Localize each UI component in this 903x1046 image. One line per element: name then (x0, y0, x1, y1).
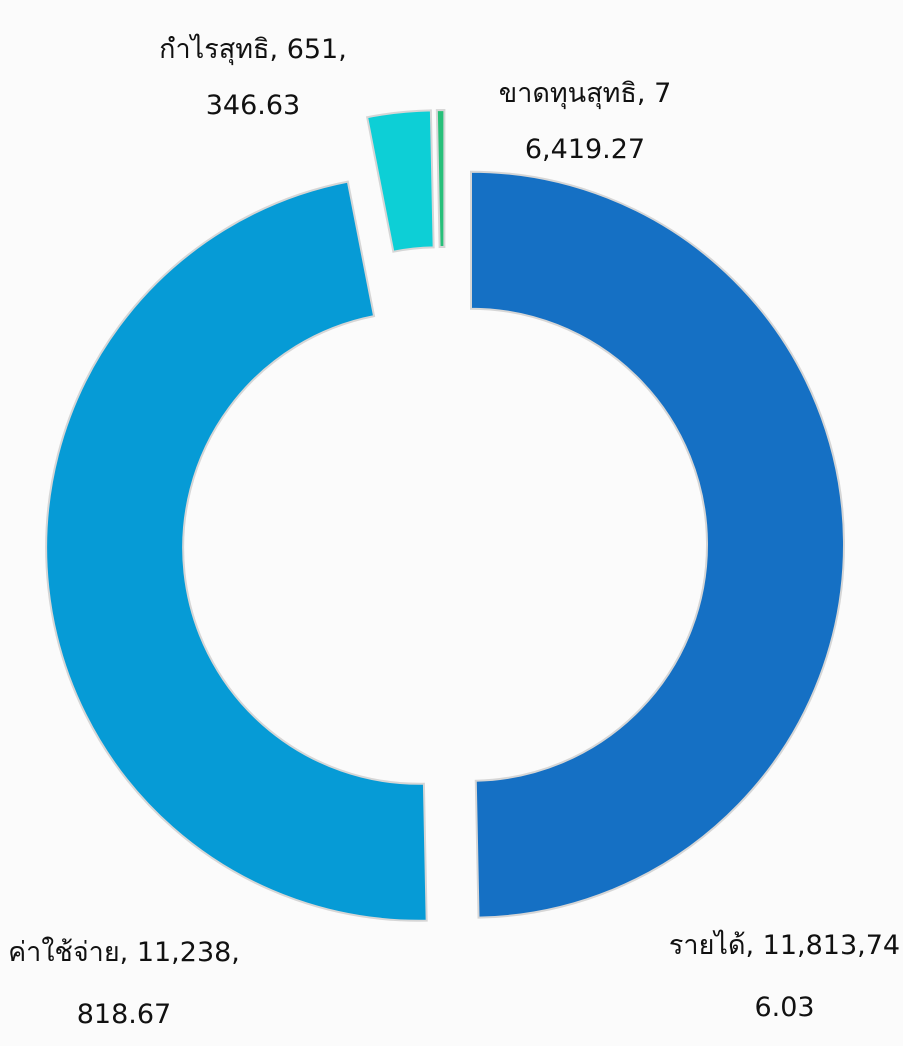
category-name: รายได้ (668, 930, 746, 961)
value-label: , 651,346.63 (205, 34, 347, 121)
data-label: ค่าใช้จ่าย, 11,238,818.67 (8, 922, 240, 1046)
slice (45, 180, 428, 922)
value-label: , 11,813,746.03 (745, 930, 901, 1023)
value-label: , 76,419.27 (524, 78, 672, 165)
data-label: รายได้, 11,813,746.03 (662, 915, 903, 1039)
category-name: ขาดทุนสุทธิ (498, 78, 637, 109)
category-name: ค่าใช้จ่าย (8, 937, 120, 968)
value-label: , 11,238,818.67 (76, 937, 240, 1030)
slice (469, 170, 845, 919)
slice (365, 109, 435, 253)
data-label: ขาดทุนสุทธิ, 76,419.27 (495, 66, 675, 178)
category-name: กำไรสุทธิ (159, 34, 270, 65)
slice (435, 109, 446, 249)
data-label: กำไรสุทธิ, 651,346.63 (158, 22, 348, 134)
